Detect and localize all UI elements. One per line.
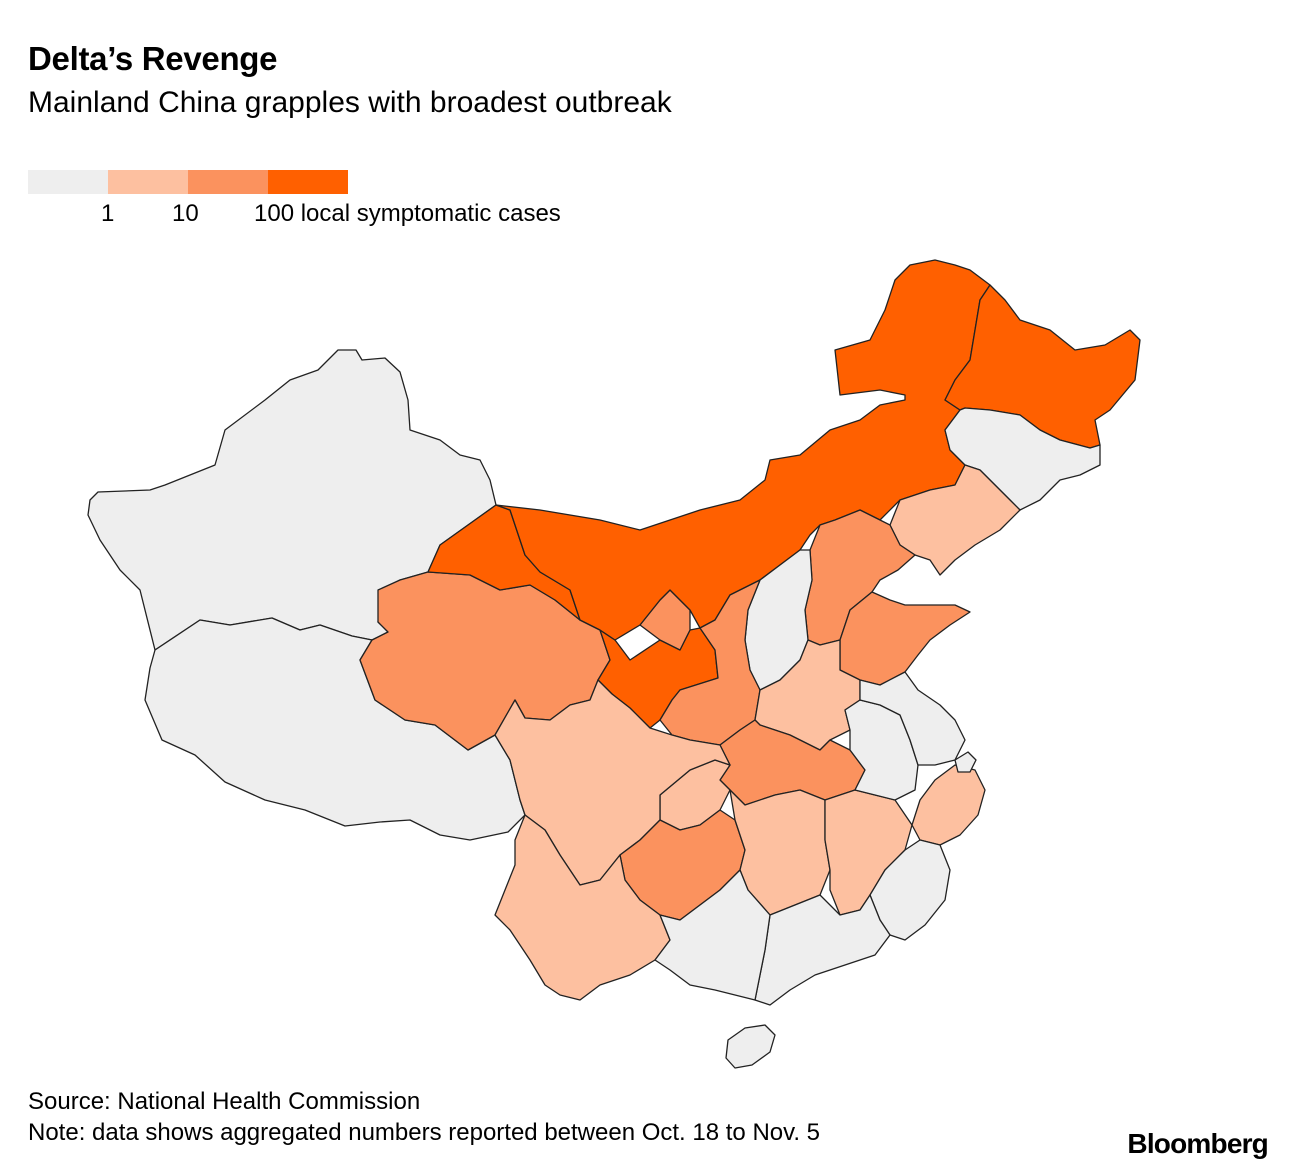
legend-swatch-2 — [188, 170, 268, 194]
map-svg — [87, 259, 1141, 1069]
chart-title: Delta’s Revenge — [28, 40, 278, 77]
province-shanghai[interactable] — [954, 751, 977, 773]
source-note: Source: National Health Commission — [28, 1088, 421, 1115]
province-yunnan[interactable] — [494, 814, 671, 1001]
color-legend: 1 10 100 local symptomatic cases — [28, 170, 668, 230]
province-inner-mongolia[interactable] — [495, 259, 991, 641]
legend-swatch-0 — [28, 170, 108, 194]
province-hainan[interactable] — [725, 1024, 776, 1069]
province-shandong[interactable] — [839, 591, 971, 686]
province-zhejiang[interactable] — [911, 764, 986, 846]
legend-label-100: 100 local symptomatic cases — [254, 200, 561, 227]
china-province-map — [0, 240, 1296, 1080]
legend-swatch-3 — [268, 170, 348, 194]
chart-subtitle: Mainland China grapples with broadest ou… — [28, 86, 672, 119]
legend-label-10: 10 — [172, 200, 199, 227]
legend-label-1: 1 — [101, 200, 115, 227]
data-note: Note: data shows aggregated numbers repo… — [28, 1119, 821, 1146]
bloomberg-logo: Bloomberg — [1127, 1128, 1268, 1159]
province-guangxi[interactable] — [654, 869, 771, 1001]
legend-swatch-1 — [108, 170, 188, 194]
